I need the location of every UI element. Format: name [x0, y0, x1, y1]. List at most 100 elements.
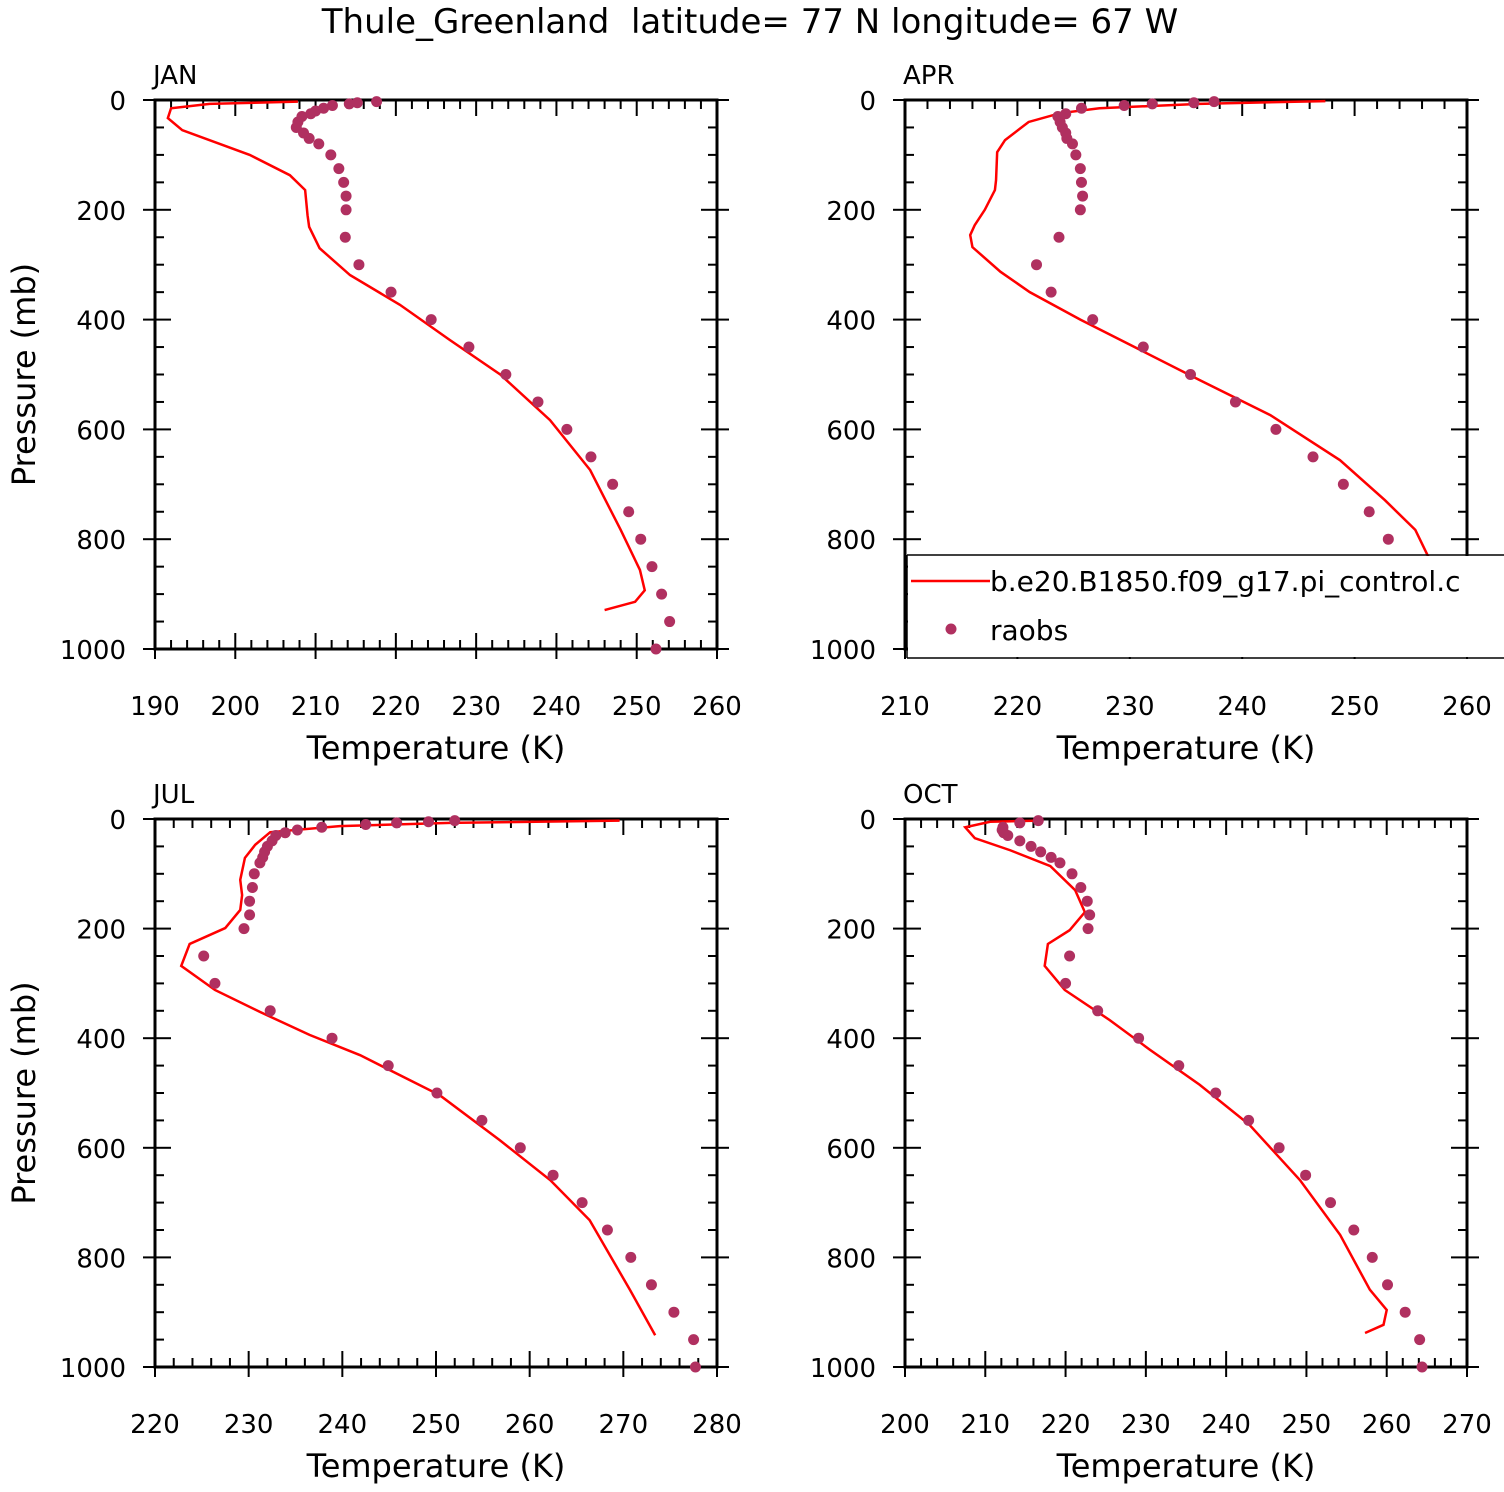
raobs-point — [1074, 163, 1086, 175]
raobs-point — [1307, 451, 1319, 463]
y-tick-label: 800 — [76, 1244, 126, 1274]
legend-raobs-label: raobs — [990, 614, 1068, 647]
y-tick-label: 800 — [76, 526, 126, 556]
x-tick-label: 240 — [1217, 692, 1267, 722]
raobs-point — [635, 533, 647, 545]
raobs-point — [209, 977, 221, 989]
y-tick-label: 1000 — [60, 1354, 126, 1384]
x-tick-label: 250 — [612, 692, 662, 722]
raobs-point — [1382, 1279, 1394, 1291]
x-tick-label: 190 — [130, 692, 180, 722]
raobs-point — [656, 588, 668, 600]
x-axis-label: Temperature (K) — [1056, 729, 1316, 767]
y-tick-label: 1000 — [810, 636, 876, 666]
raobs-point — [1208, 96, 1220, 108]
x-tick-label: 230 — [1105, 692, 1155, 722]
chart-title: Thule_Greenland latitude= 77 N longitude… — [321, 2, 1178, 42]
raobs-point — [382, 1060, 394, 1072]
x-tick-label: 260 — [1362, 1410, 1412, 1440]
raobs-point — [1325, 1197, 1337, 1209]
raobs-point — [340, 204, 352, 216]
raobs-point — [385, 286, 397, 298]
y-tick-label: 400 — [826, 307, 876, 337]
y-tick-label: 600 — [76, 1135, 126, 1165]
y-axis-label: Pressure (mb) — [5, 981, 43, 1204]
raobs-point — [500, 369, 512, 380]
raobs-point — [1414, 1334, 1426, 1346]
y-tick-label: 600 — [76, 416, 126, 446]
y-tick-label: 0 — [109, 806, 126, 836]
raobs-point — [1184, 369, 1196, 380]
raobs-point — [1366, 1251, 1378, 1263]
y-tick-label: 200 — [76, 197, 126, 227]
legend-raobs-marker-icon — [945, 623, 957, 635]
x-tick-label: 240 — [318, 1410, 368, 1440]
raobs-point — [1075, 882, 1087, 893]
x-tick-label: 260 — [692, 692, 742, 722]
raobs-point — [371, 96, 383, 108]
x-tick-label: 210 — [291, 692, 341, 722]
raobs-point — [576, 1197, 588, 1209]
legend-background — [908, 556, 1504, 657]
panel-label: APR — [903, 61, 955, 91]
raobs-point — [296, 110, 308, 122]
raobs-point — [1035, 846, 1047, 858]
x-tick-label: 200 — [880, 1410, 930, 1440]
raobs-point — [270, 829, 282, 841]
raobs-point — [1075, 102, 1087, 114]
raobs-point — [561, 423, 573, 435]
raobs-point — [1064, 950, 1076, 962]
panel-label: JUL — [151, 780, 195, 810]
x-tick-label: 240 — [532, 692, 582, 722]
legend-model-label: b.e20.B1850.f09_g17.pi_control.c — [990, 565, 1461, 598]
panel-jul: 220 230 240 250 260 270 280 0 200 400 600 800 1000 JU… — [5, 780, 742, 1485]
plot-frame — [153, 98, 719, 651]
raobs-point — [343, 98, 355, 110]
raobs-point — [463, 341, 475, 353]
x-tick-label: 220 — [1041, 1410, 1091, 1440]
panel-apr: 210 220 230 240 250 260 0 200 400 600 800 1000 APR Te… — [810, 61, 1492, 767]
y-tick-label: 0 — [859, 87, 876, 117]
raobs-point — [1075, 176, 1087, 188]
raobs-point — [1032, 815, 1044, 827]
raobs-point — [1416, 1361, 1428, 1373]
raobs-point — [1077, 190, 1089, 202]
raobs-point — [514, 1142, 526, 1154]
raobs-point — [601, 1224, 613, 1236]
x-tick-label: 240 — [1201, 1410, 1251, 1440]
raobs-point — [664, 616, 676, 628]
raobs-point — [1054, 857, 1066, 869]
x-tick-label: 220 — [371, 692, 421, 722]
raobs-point — [1210, 1087, 1222, 1099]
raobs-point — [532, 396, 544, 408]
x-tick-label: 230 — [1121, 1410, 1171, 1440]
raobs-point — [1014, 817, 1026, 829]
raobs-point — [1087, 314, 1099, 326]
raobs-point — [339, 231, 351, 243]
raobs-point — [264, 1005, 276, 1017]
x-tick-label: 230 — [224, 1410, 274, 1440]
raobs-point — [449, 815, 461, 827]
y-tick-label: 800 — [826, 1244, 876, 1274]
raobs-point — [313, 138, 325, 150]
y-tick-label: 600 — [826, 416, 876, 446]
raobs-point — [340, 190, 352, 202]
y-tick-label: 1000 — [60, 636, 126, 666]
panel-oct: 200 210 220 230 240 250 260 270 0 200 400 600 800 100… — [810, 780, 1492, 1485]
raobs-point — [646, 561, 658, 573]
raobs-point — [1399, 1306, 1411, 1318]
y-tick-label: 400 — [826, 1025, 876, 1055]
x-tick-label: 230 — [451, 692, 501, 722]
x-tick-label: 250 — [1330, 692, 1380, 722]
raobs-point — [1060, 108, 1072, 120]
raobs-point — [1074, 204, 1086, 216]
raobs-point — [338, 176, 350, 188]
model-series-line — [166, 100, 647, 612]
raobs-point — [360, 818, 372, 830]
raobs-point — [1133, 1032, 1145, 1044]
x-tick-label: 200 — [210, 692, 260, 722]
raobs-point — [689, 1361, 701, 1373]
raobs-point — [248, 868, 260, 880]
